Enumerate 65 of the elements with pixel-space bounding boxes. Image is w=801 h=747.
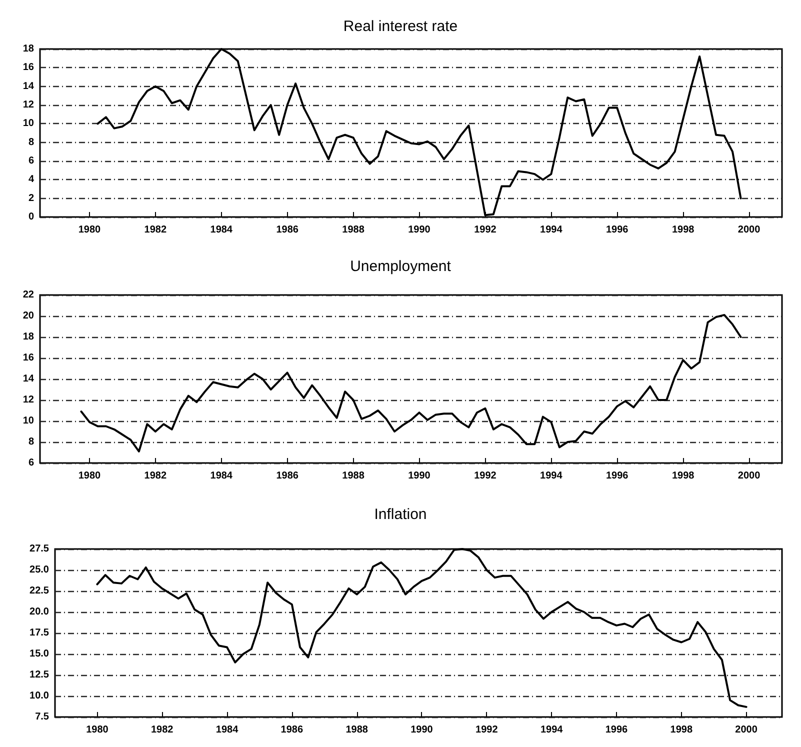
x-tick-label: 1990 xyxy=(408,470,431,482)
x-tick-label: 1996 xyxy=(606,224,629,236)
y-tick-label: 12 xyxy=(22,100,34,110)
x-tick-label: 1992 xyxy=(476,724,498,736)
x-tick-label: 1980 xyxy=(78,224,102,236)
x-tick-label: 1980 xyxy=(86,724,109,736)
x-tick-label: 1984 xyxy=(210,470,233,482)
x-tick-label: 1982 xyxy=(144,470,167,482)
y-tick-label: 22.5 xyxy=(30,586,50,596)
x-tick-label: 1984 xyxy=(216,724,239,736)
x-tick-label: 1988 xyxy=(342,224,365,236)
y-tick-label: 12.5 xyxy=(30,670,50,680)
x-tick-label: 1982 xyxy=(150,724,174,736)
x-tick-label: 2000 xyxy=(738,224,761,236)
x-tick-label: 2000 xyxy=(735,724,758,736)
x-tick-label: 1980 xyxy=(78,470,102,482)
x-tick-label: 1990 xyxy=(408,224,431,236)
y-tick-label: 27.5 xyxy=(30,544,50,554)
y-tick-label: 2 xyxy=(28,192,34,204)
x-tick-label: 2000 xyxy=(738,470,761,482)
chart-title: Unemployment xyxy=(350,258,452,275)
y-tick-label: 12 xyxy=(22,394,34,406)
y-tick-label: 25.0 xyxy=(30,564,50,576)
y-tick-label: 0 xyxy=(28,212,34,222)
line-series xyxy=(80,314,742,452)
x-tick-label: 1994 xyxy=(540,224,563,236)
x-tick-label: 1992 xyxy=(474,470,497,482)
y-tick-label: 6 xyxy=(28,156,34,166)
x-tick-label: 1986 xyxy=(276,470,299,482)
x-tick-label: 1988 xyxy=(346,724,368,736)
x-tick-label: 1982 xyxy=(144,224,167,236)
x-tick-label: 1994 xyxy=(540,724,564,736)
x-tick-label: 1996 xyxy=(605,724,628,736)
y-tick-label: 15.0 xyxy=(30,648,50,660)
chart-title: Real interest rate xyxy=(343,18,458,35)
x-tick-label: 1990 xyxy=(410,724,434,736)
y-tick-label: 8 xyxy=(28,436,34,448)
y-tick-label: 10.0 xyxy=(30,690,50,702)
x-tick-label: 1992 xyxy=(474,224,497,236)
y-tick-label: 17.5 xyxy=(30,628,50,638)
x-tick-label: 1988 xyxy=(342,470,365,482)
y-tick-label: 10 xyxy=(22,416,34,426)
y-tick-label: 20.0 xyxy=(30,606,50,618)
y-tick-label: 18 xyxy=(22,332,34,342)
x-tick-label: 1996 xyxy=(606,470,629,482)
y-tick-label: 14 xyxy=(22,374,34,384)
x-tick-label: 1998 xyxy=(672,470,695,482)
y-tick-label: 7.5 xyxy=(35,712,50,722)
chart-title: Inflation xyxy=(374,506,427,523)
x-tick-label: 1986 xyxy=(280,724,304,736)
x-tick-label: 1986 xyxy=(276,224,299,236)
y-tick-label: 16 xyxy=(22,62,34,74)
y-tick-label: 6 xyxy=(28,458,34,468)
y-tick-label: 14 xyxy=(22,80,34,92)
x-tick-label: 1984 xyxy=(210,224,233,236)
y-tick-label: 4 xyxy=(28,174,34,186)
y-tick-label: 8 xyxy=(28,136,34,148)
x-tick-label: 1994 xyxy=(540,470,563,482)
y-tick-label: 10 xyxy=(22,118,34,130)
y-tick-label: 18 xyxy=(22,44,34,54)
y-tick-label: 16 xyxy=(22,352,34,364)
y-tick-label: 20 xyxy=(22,310,34,322)
x-tick-label: 1998 xyxy=(672,224,695,236)
y-tick-label: 22 xyxy=(22,290,34,300)
x-tick-label: 1998 xyxy=(670,724,693,736)
